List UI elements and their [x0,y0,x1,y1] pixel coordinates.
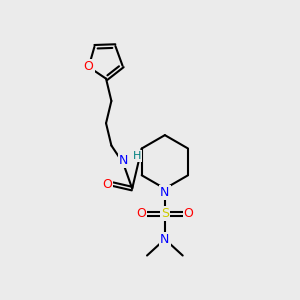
Text: S: S [161,207,169,220]
Text: N: N [160,233,170,246]
Text: N: N [118,154,128,167]
Text: O: O [136,207,146,220]
Text: O: O [184,207,194,220]
Text: O: O [84,60,94,74]
Text: N: N [160,186,170,199]
Text: H: H [133,151,141,161]
Text: O: O [103,178,112,191]
